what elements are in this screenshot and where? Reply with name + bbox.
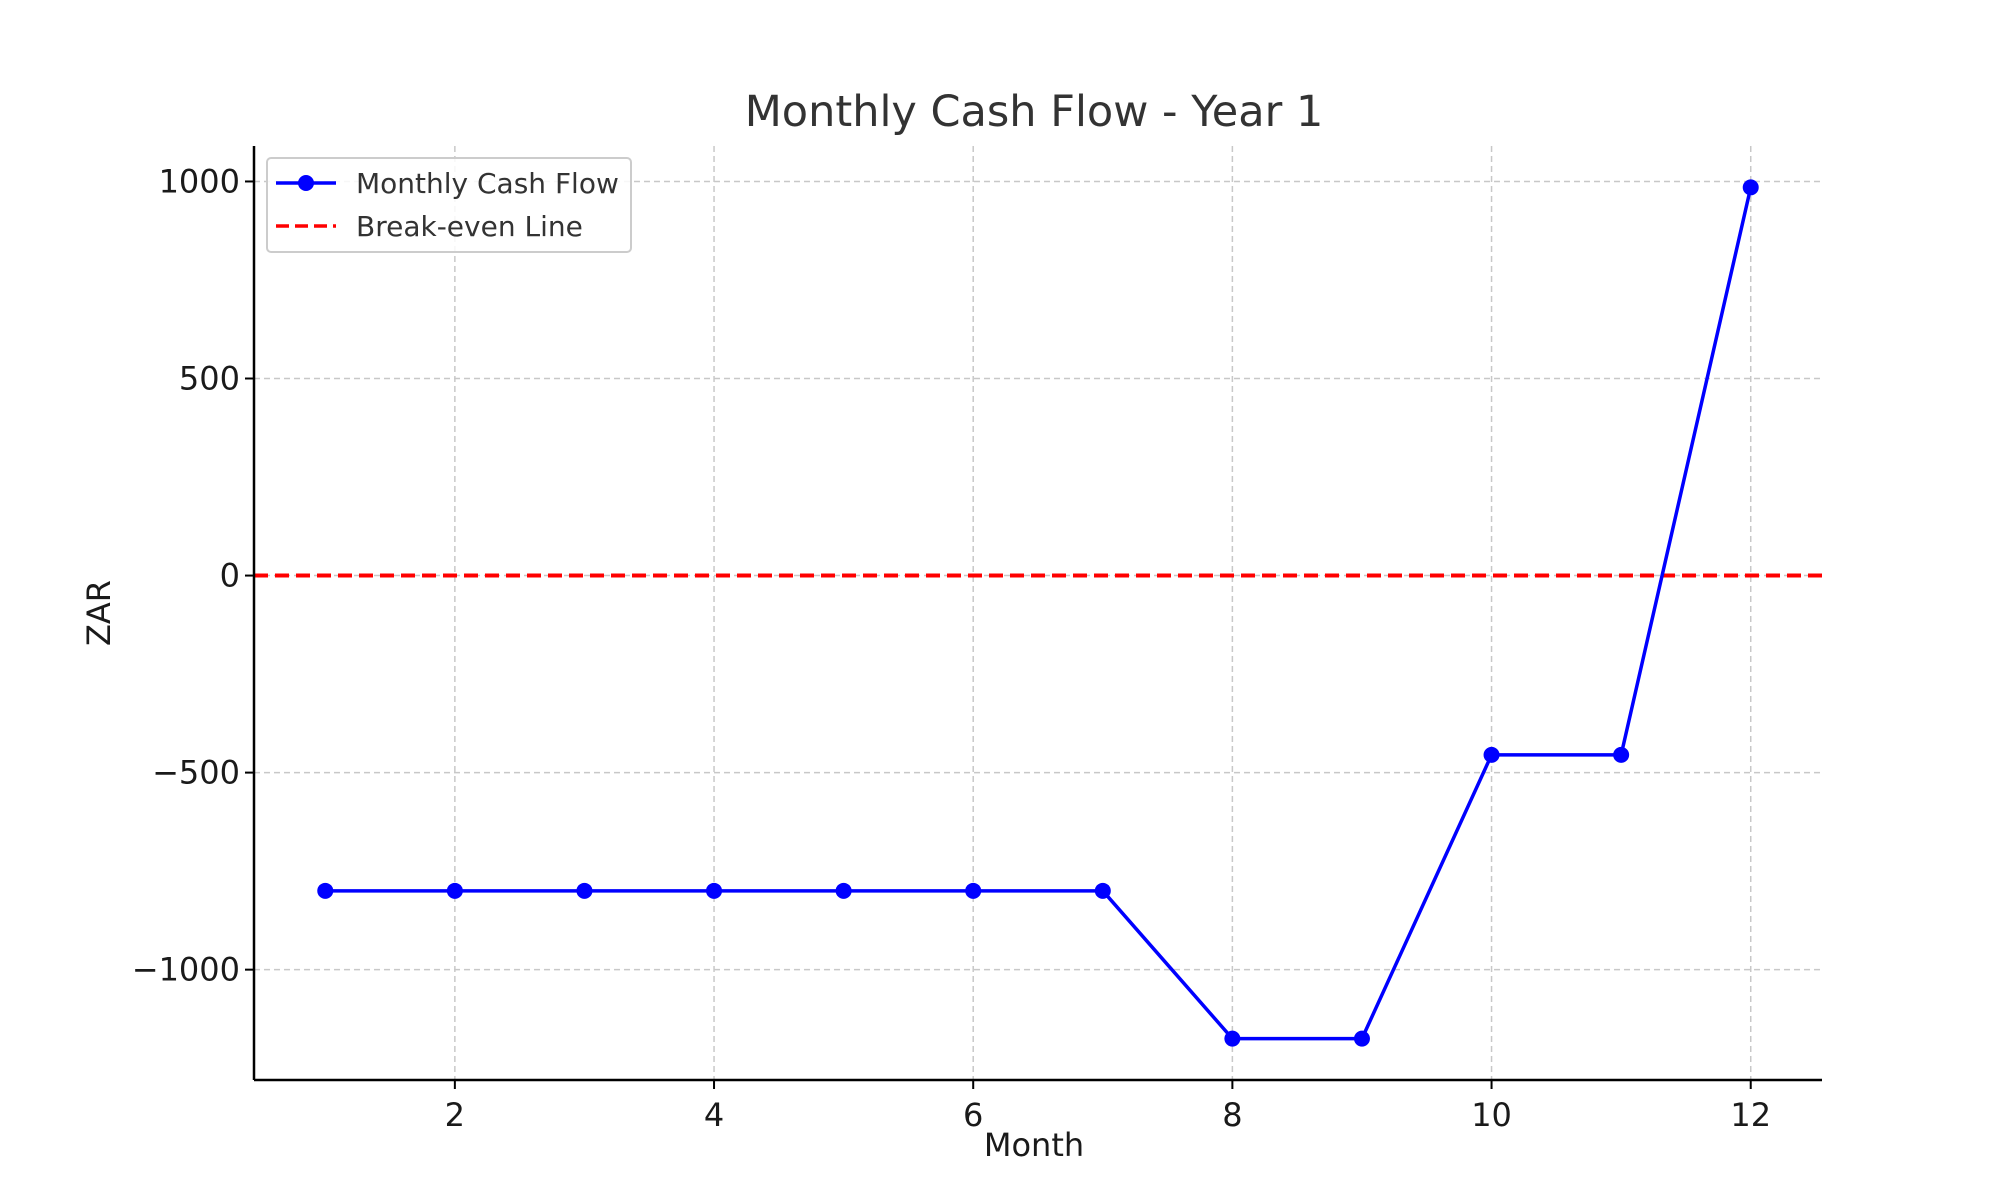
data-point-month-9	[1353, 1030, 1370, 1047]
legend-label-break-even: Break-even Line	[356, 210, 583, 243]
data-point-month-4	[706, 882, 723, 899]
legend-label-cash-flow: Monthly Cash Flow	[356, 167, 619, 200]
x-ticks: 2 4 6 8 10 12	[445, 1080, 1771, 1134]
legend: Monthly Cash Flow Break-even Line	[266, 157, 632, 253]
y-tick-label-1000: 1000	[159, 162, 240, 200]
y-tick-label--1000: −1000	[132, 951, 240, 989]
data-point-month-6	[965, 882, 982, 899]
data-point-month-11	[1613, 746, 1630, 763]
y-tick-label-500: 500	[179, 360, 240, 398]
x-tick-label-8: 8	[1222, 1096, 1242, 1134]
y-axis-label: ZAR	[80, 580, 118, 646]
y-tick-label--500: −500	[152, 754, 240, 792]
legend-marker-cash-flow	[298, 175, 314, 191]
data-point-month-10	[1483, 746, 1500, 763]
legend-box	[266, 157, 632, 253]
data-point-month-8	[1224, 1030, 1241, 1047]
series-layer	[317, 179, 1759, 1047]
x-tick-label-4: 4	[704, 1096, 724, 1134]
chart-title: Monthly Cash Flow - Year 1	[745, 87, 1324, 137]
axes	[252, 146, 1822, 1082]
data-point-month-2	[446, 882, 463, 899]
x-axis-label: Month	[984, 1126, 1084, 1164]
y-ticks: −1000 −500 0 500 1000	[132, 162, 254, 989]
x-tick-label-6: 6	[963, 1096, 983, 1134]
y-tick-label-0: 0	[220, 557, 240, 595]
data-point-month-3	[576, 882, 593, 899]
data-point-month-7	[1094, 882, 1111, 899]
data-point-month-5	[835, 882, 852, 899]
x-tick-label-12: 12	[1730, 1096, 1771, 1134]
data-point-month-1	[317, 882, 334, 899]
x-tick-label-2: 2	[445, 1096, 465, 1134]
data-point-month-12	[1742, 179, 1759, 196]
cash-flow-line	[325, 186, 1753, 1041]
x-tick-label-10: 10	[1471, 1096, 1512, 1134]
gridlines	[254, 146, 1822, 1080]
